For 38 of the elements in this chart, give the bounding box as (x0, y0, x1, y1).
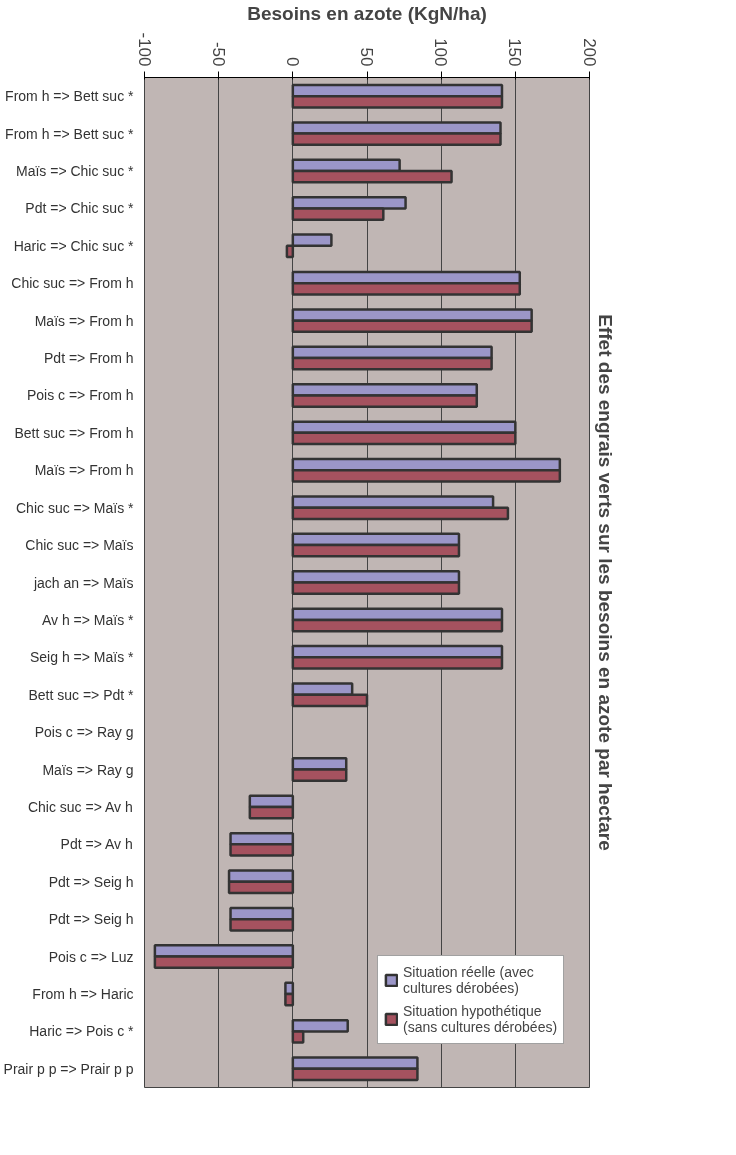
text: Effet des engrais verts sur les besoins en azote par hectare (594, 314, 616, 851)
y-tick-label: From h => Bett suc * (5, 125, 135, 142)
y-tick-label: Pois c => Ray g (34, 724, 134, 741)
y-tick-label: Pdt => Seig h (48, 873, 134, 890)
y-tick-label: Maïs => Ray g (42, 761, 134, 778)
y-tick-label: Chic suc => Maïs * (16, 499, 135, 516)
y-tick-label: Chic suc => Maïs (25, 537, 134, 554)
x-tick-label: -100 (134, 32, 154, 67)
x-tick-label: 50 (357, 47, 376, 67)
y-tick-label: Pdt => Av h (60, 836, 133, 853)
y-tick-label: Seig h => Maïs * (30, 649, 135, 666)
y-tick-label: Prair p p => Prair p p (3, 1060, 134, 1077)
y-tick-label: Haric => Chic suc * (13, 237, 135, 254)
y-tick-label: jach an => Maïs (32, 574, 134, 591)
y-tick-label: Pois c => From h (26, 387, 134, 404)
x-tick-label: -50 (208, 41, 228, 67)
y-tick-label: From h => Bett suc * (5, 88, 135, 105)
y-tick-label: Maïs => From h (34, 462, 134, 479)
y-tick-label: Pdt => From h (44, 350, 134, 367)
y-tick-label: Pois c => Luz (48, 948, 134, 965)
y-tick-label: Maïs => Chic suc * (16, 163, 135, 180)
y-tick-label: Haric => Pois c * (29, 1023, 135, 1040)
x-tick-label: 200 (579, 38, 599, 67)
y-tick-label: Pdt => Chic suc * (25, 200, 135, 217)
y-tick-label: Maïs => From h (34, 312, 134, 329)
legend-label: Situation réelle (avec cultures dérobées) (403, 962, 534, 998)
x-axis-title: Besoins en azote (KgN/ha) (247, 3, 487, 25)
y-tick-label: Pdt => Seig h (48, 911, 134, 928)
x-tick-label: 0 (282, 57, 302, 67)
x-tick-label: 100 (431, 38, 451, 67)
y-tick-label: From h => Haric (32, 985, 134, 1002)
y-tick-label: Av h => Maïs * (41, 611, 135, 628)
x-tick-label: 150 (505, 38, 525, 67)
legend-label: Situation hypothétique (sans cultures dérobées) (403, 1001, 558, 1037)
y-tick-label: Bett suc => From h (14, 424, 134, 441)
y-tick-label: Chic suc => Av h (27, 798, 133, 815)
y-tick-label: Chic suc => From h (11, 275, 134, 292)
y-tick-label: Bett suc => Pdt * (28, 686, 135, 703)
